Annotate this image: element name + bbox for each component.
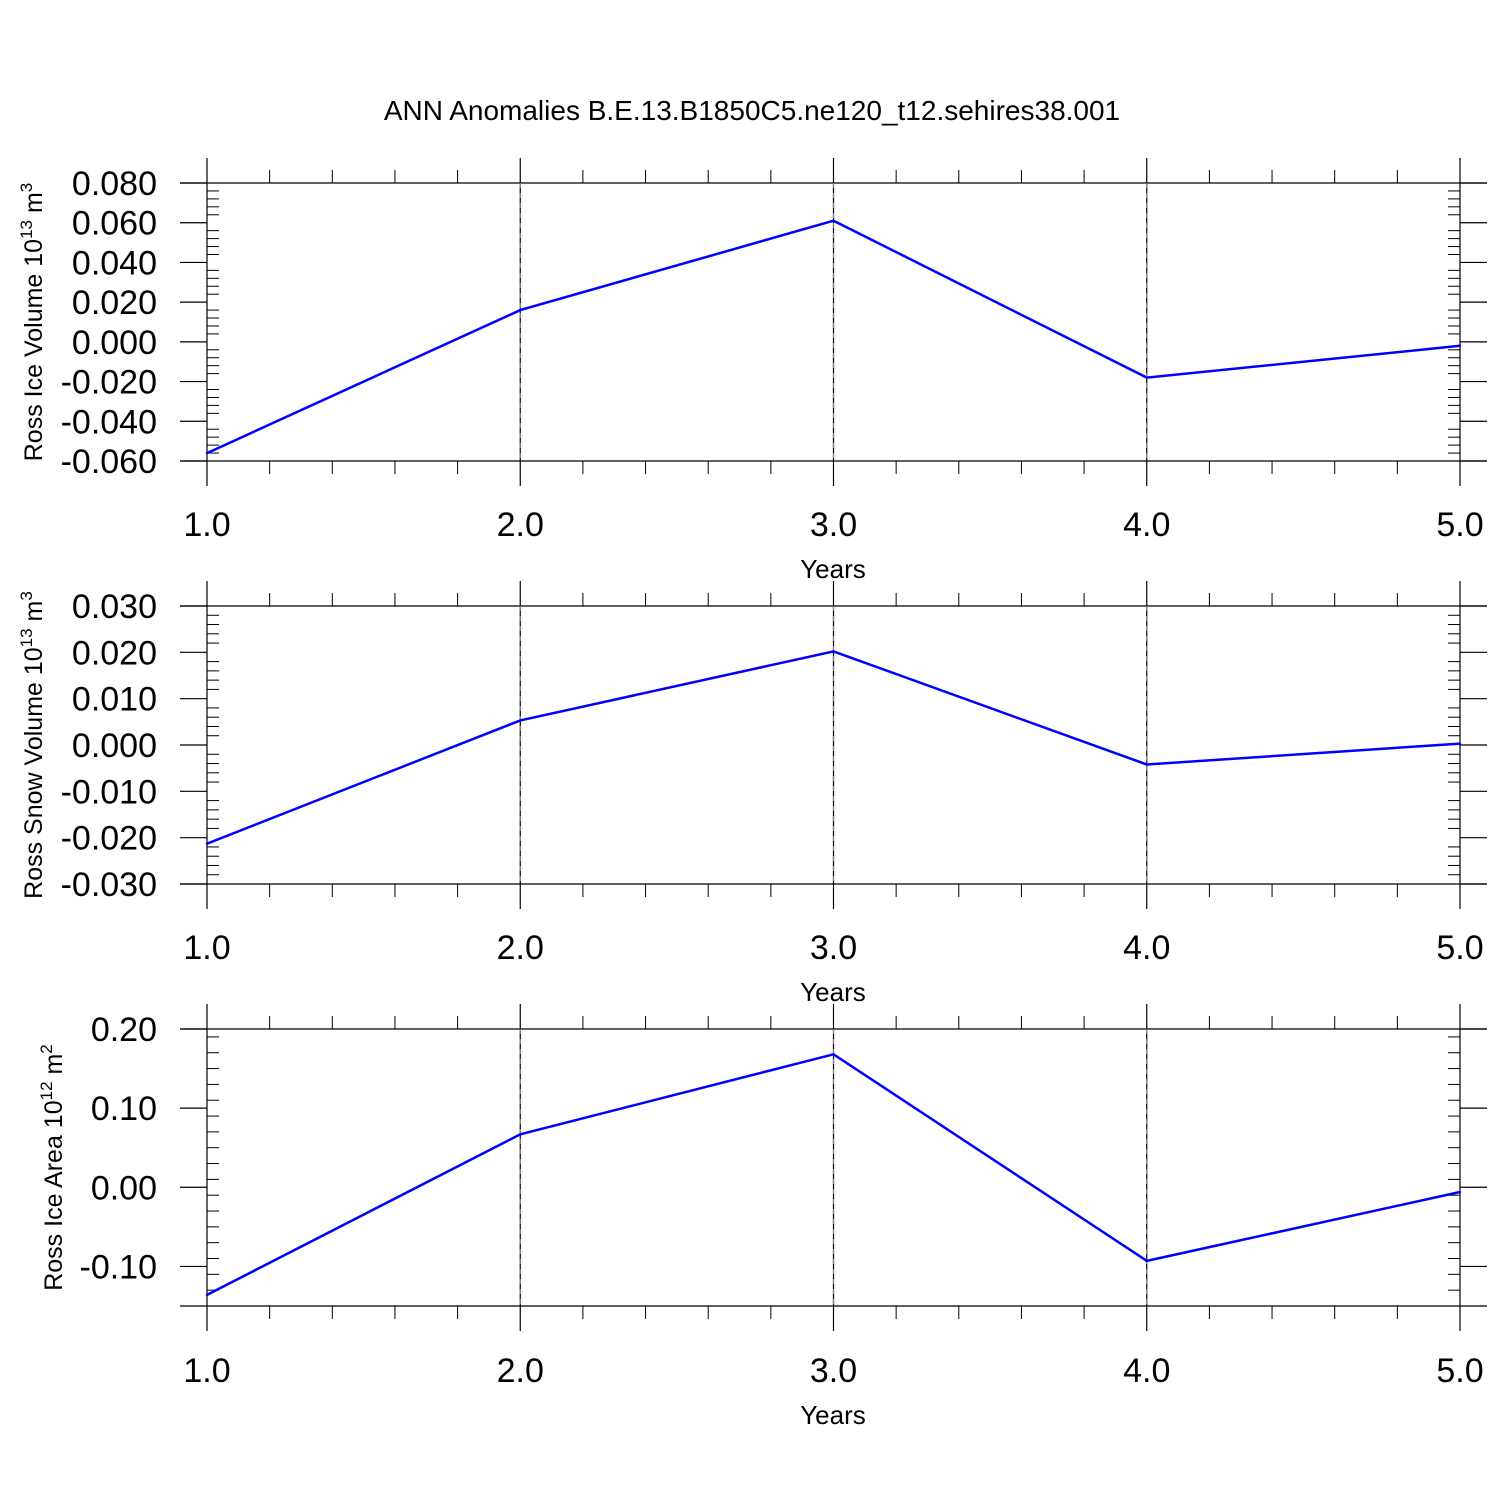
x-tick-label: 2.0	[497, 929, 544, 967]
x-tick-label: 1.0	[183, 506, 230, 544]
y-tick-label: -0.040	[61, 403, 157, 441]
series-point	[205, 451, 209, 455]
series-point	[1145, 1259, 1148, 1263]
series-point	[205, 1293, 209, 1297]
y-tick-label: -0.010	[61, 773, 157, 811]
x-tick-label: 3.0	[810, 1352, 857, 1390]
y-tick-label: 0.080	[72, 165, 157, 203]
series-point	[519, 719, 522, 722]
y-axis-label: Ross Snow Volume 1013 m3	[17, 591, 48, 899]
series-point	[1458, 344, 1462, 348]
y-tick-label: 0.000	[72, 727, 157, 765]
chart-panel-3: 1.0 2.0 3.0 4.0 5.0 -0.10 0.00 0.10 0.20 Years Ros…	[37, 1004, 1487, 1430]
y-tick-label: 0.030	[72, 588, 157, 626]
x-tick-label: 4.0	[1123, 1352, 1170, 1390]
x-tick-label: 5.0	[1436, 506, 1483, 544]
x-axis-label: Years	[800, 554, 866, 584]
y-tick-label: -0.030	[61, 866, 157, 904]
y-tick-label: 0.020	[72, 634, 157, 672]
y-axis-label: Ross Ice Area 1012 m2	[37, 1044, 68, 1291]
series-point	[832, 1053, 835, 1056]
chart-title: ANN Anomalies B.E.13.B1850C5.ne120_t12.s…	[384, 95, 1120, 126]
y-tick-label: 0.10	[91, 1090, 157, 1128]
series-point	[519, 1133, 522, 1136]
x-tick-label: 3.0	[810, 929, 857, 967]
series-point	[1458, 742, 1462, 745]
x-axis-label: Years	[800, 977, 866, 1007]
x-tick-label: 2.0	[497, 506, 544, 544]
series-point	[1145, 763, 1148, 766]
y-tick-label: 0.010	[72, 681, 157, 719]
x-tick-label: 3.0	[810, 506, 857, 544]
x-tick-label: 1.0	[183, 929, 230, 967]
y-tick-label: 0.060	[72, 205, 157, 243]
y-tick-label: -0.060	[61, 443, 157, 481]
series-point	[205, 842, 209, 845]
y-tick-label: 0.00	[91, 1169, 157, 1207]
x-tick-label: 5.0	[1436, 929, 1483, 967]
x-tick-label: 5.0	[1436, 1352, 1483, 1390]
series-point	[832, 650, 835, 653]
chart-panel-1: 1.0 2.0 3.0 4.0 5.0-0.060-0.040-0.0200.0000.…	[17, 158, 1487, 584]
x-tick-label: 4.0	[1123, 929, 1170, 967]
x-tick-label: 1.0	[183, 1352, 230, 1390]
y-tick-label: -0.020	[61, 820, 157, 858]
y-tick-label: -0.10	[80, 1248, 158, 1286]
y-axis-label: Ross Ice Volume 1013 m3	[17, 183, 48, 462]
x-tick-label: 4.0	[1123, 506, 1170, 544]
y-tick-label: -0.020	[61, 364, 157, 402]
series-point	[1145, 376, 1148, 379]
x-axis-label: Years	[800, 1400, 866, 1430]
series-point	[1458, 1190, 1462, 1194]
x-tick-label: 2.0	[497, 1352, 544, 1390]
y-tick-label: 0.20	[91, 1011, 157, 1049]
y-tick-label: 0.020	[72, 284, 157, 322]
y-tick-label: 0.040	[72, 244, 157, 282]
series-point	[519, 308, 522, 312]
series-point	[832, 219, 835, 222]
chart-panel-2: 1.0 2.0 3.0 4.0 5.0 -0.030 -0.020 -0.010 0.000 0.…	[17, 581, 1487, 1007]
y-tick-label: 0.000	[72, 324, 157, 362]
